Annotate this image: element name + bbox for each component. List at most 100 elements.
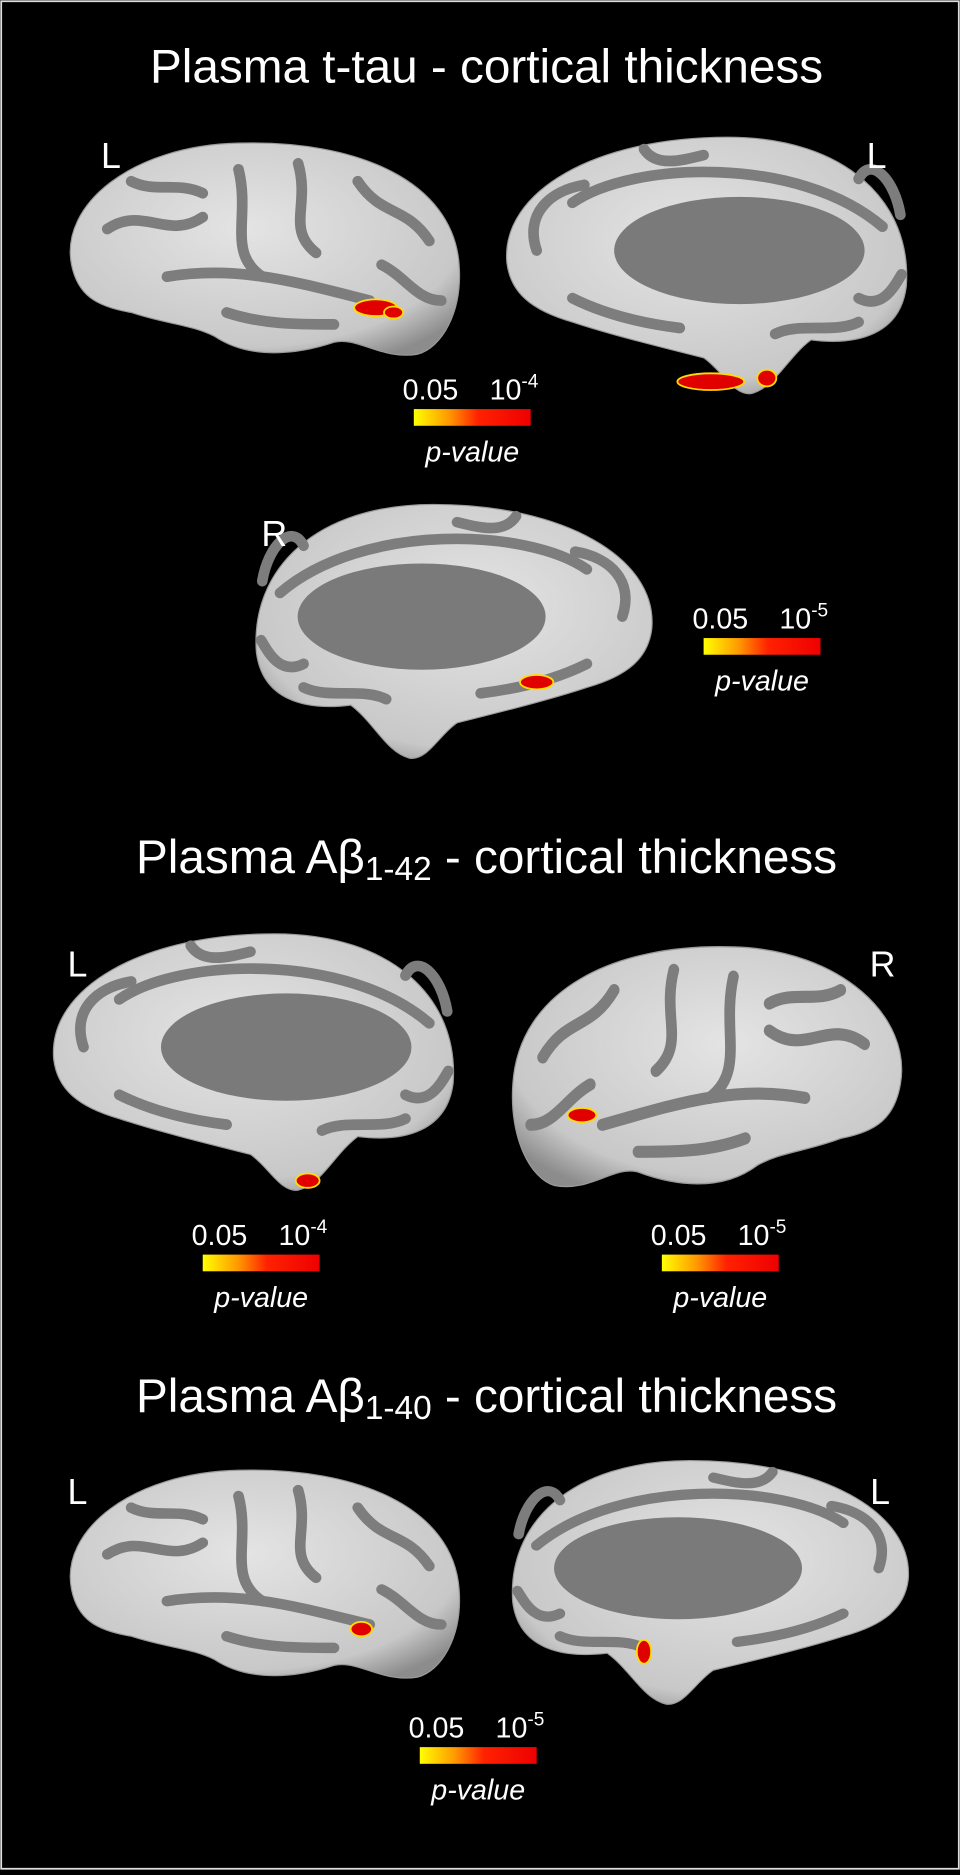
colorbar — [202, 1254, 320, 1272]
sulcus — [221, 307, 340, 330]
sulcus — [632, 1132, 751, 1158]
hemisphere-label: L — [870, 1472, 890, 1512]
sulcus — [161, 267, 376, 306]
colorbar-axis-label: p-value — [672, 1282, 767, 1314]
sulcus — [763, 1024, 870, 1051]
sulcus — [769, 316, 864, 340]
title-subscript: 1-40 — [365, 1390, 432, 1427]
brain-surface — [53, 933, 455, 1191]
sulcus — [101, 211, 209, 235]
colorbar — [703, 638, 821, 655]
brain-surface — [506, 136, 908, 395]
significant-cluster — [676, 372, 746, 391]
significant-cluster — [566, 1107, 598, 1124]
sulcus — [554, 1631, 648, 1653]
hemisphere-label: R — [261, 514, 287, 554]
colorbar-max-label: 10-4 — [490, 372, 539, 407]
colorbar-axis-label: p-value — [714, 666, 809, 698]
hemisphere-label: R — [870, 945, 896, 985]
sulcus — [221, 1630, 340, 1654]
sulcus — [274, 533, 593, 599]
sulcus — [233, 164, 268, 283]
section-title: Plasma Aβ1-40 - cortical thickness — [136, 1370, 837, 1427]
colorbar-min-label: 0.05 — [192, 1220, 248, 1252]
hemisphere-label: L — [68, 1472, 88, 1512]
medial-wall — [554, 1517, 802, 1620]
sulcus — [352, 1502, 435, 1572]
sulcus — [708, 1466, 778, 1489]
max-label-exponent: -5 — [811, 601, 828, 622]
medial-wall — [160, 993, 412, 1101]
sulcus — [731, 1608, 849, 1647]
sulcus — [826, 1500, 888, 1574]
max-label-base: 10 — [279, 1220, 311, 1252]
colorbar-axis-label: p-value — [213, 1282, 308, 1314]
sulcus — [569, 546, 631, 622]
sulcus — [763, 984, 847, 1010]
colorbar-axis-label: p-value — [424, 437, 519, 469]
section-title: Plasma Aβ1-42 - cortical thickness — [136, 831, 837, 888]
max-label-exponent: -4 — [521, 372, 538, 393]
section-title: Plasma t-tau - cortical thickness — [150, 40, 823, 93]
sulcus — [513, 1486, 566, 1540]
significant-cluster — [519, 674, 555, 691]
sulcus — [125, 1502, 209, 1525]
sulcus — [316, 1113, 411, 1136]
title-text: Plasma t-tau - cortical thickness — [150, 40, 823, 93]
sulcus — [298, 682, 392, 705]
significant-cluster — [635, 1638, 653, 1665]
sulcus — [255, 634, 309, 673]
colorbar-min-label: 0.05 — [409, 1713, 465, 1745]
sulcus — [596, 1087, 811, 1131]
brain-surface — [255, 503, 653, 759]
colorbar-max-label: 10-5 — [496, 1710, 545, 1745]
sulcus — [531, 1488, 849, 1551]
hemisphere-label: L — [101, 136, 121, 176]
hemisphere-label: L — [867, 136, 887, 176]
colorbar-min-label: 0.05 — [403, 375, 459, 407]
sulcus — [376, 259, 447, 306]
colorbar-axis-label: p-value — [430, 1775, 525, 1807]
colorbar-max-label: 10-5 — [738, 1217, 787, 1252]
sulcus — [525, 1078, 596, 1131]
sulcus — [567, 166, 888, 232]
max-label-base: 10 — [490, 375, 522, 407]
sulcus — [113, 963, 435, 1029]
medial-wall — [297, 563, 546, 670]
sulcus — [125, 175, 209, 199]
max-label-exponent: -4 — [310, 1217, 327, 1238]
colorbar-max-label: 10-4 — [279, 1217, 328, 1252]
sulcus — [113, 1089, 232, 1130]
title-prefix: Plasma Aβ — [136, 831, 365, 884]
significant-cluster — [294, 1172, 321, 1189]
sulcus — [292, 1484, 322, 1584]
brain-surface — [511, 1460, 909, 1705]
sulcus — [400, 1065, 454, 1104]
sulcus — [528, 179, 590, 256]
significant-cluster — [349, 1621, 373, 1638]
colorbar-min-label: 0.05 — [651, 1220, 707, 1252]
max-label-base: 10 — [496, 1713, 528, 1745]
title-prefix: Plasma Aβ — [136, 1370, 365, 1423]
sulcus — [352, 175, 435, 247]
title-suffix: - cortical thickness — [432, 1370, 837, 1423]
significant-cluster — [383, 305, 404, 320]
sulcus — [853, 164, 906, 221]
max-label-base: 10 — [738, 1220, 770, 1252]
title-subscript: 1-42 — [365, 851, 432, 888]
hemisphere-label: L — [68, 945, 88, 985]
max-label-exponent: -5 — [769, 1217, 786, 1238]
max-label-base: 10 — [779, 604, 811, 636]
sulcus — [233, 1490, 268, 1607]
colorbar — [413, 409, 531, 426]
sulcus — [376, 1584, 447, 1630]
sulcus — [101, 1537, 209, 1560]
brain-surface — [511, 946, 903, 1188]
sulcus — [537, 984, 620, 1064]
medial-wall — [614, 196, 865, 305]
max-label-exponent: -5 — [527, 1710, 544, 1731]
sulcus — [567, 292, 686, 334]
sulcus — [400, 960, 453, 1017]
